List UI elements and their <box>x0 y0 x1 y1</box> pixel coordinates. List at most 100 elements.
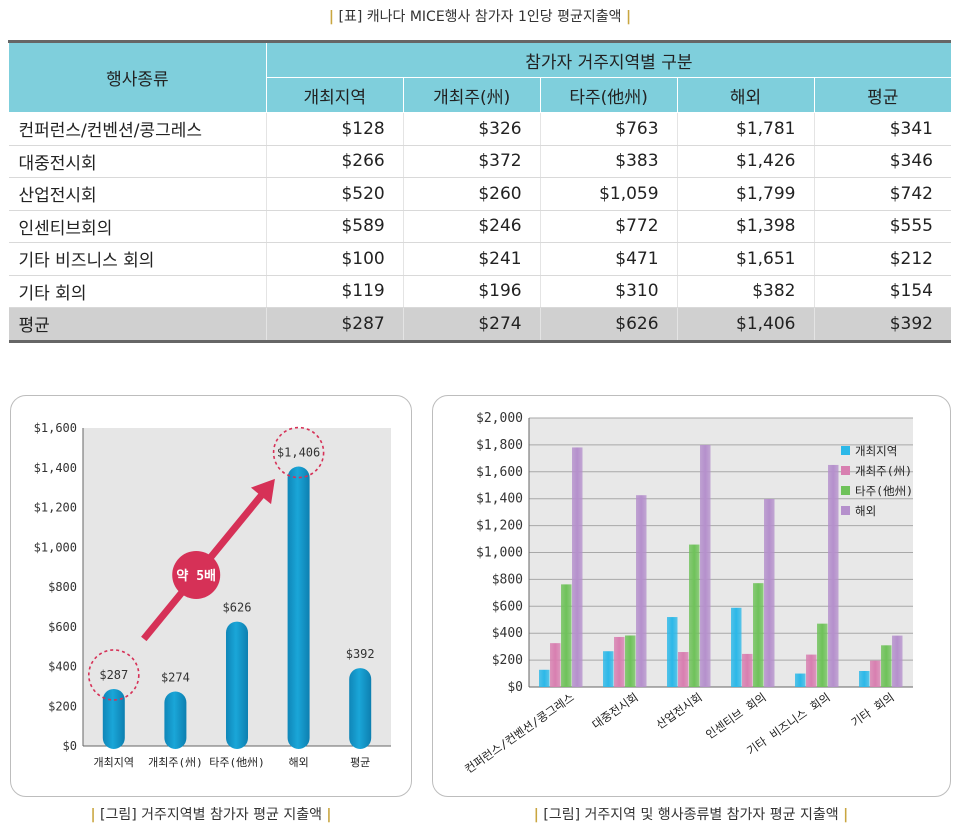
legend-label: 개최주(州) <box>855 464 912 478</box>
bar <box>731 607 742 687</box>
bar <box>164 691 187 749</box>
table-cell: $212 <box>813 242 951 276</box>
bar <box>817 623 828 687</box>
bar <box>859 670 870 687</box>
x-tick-label: 개최주(州) <box>148 756 203 769</box>
row-label: 컨퍼런스/컨벤션/콩그레스 <box>8 112 267 146</box>
table-cell: $196 <box>402 275 541 308</box>
table-cell: $1,398 <box>676 210 814 243</box>
table-cell: $772 <box>539 210 678 243</box>
table-cell: $119 <box>265 275 404 308</box>
table-row: 인센티브회의 $589 $246 $772 $1,398 $555 <box>8 210 951 243</box>
table-cell: $100 <box>265 242 404 276</box>
y-tick-label: $600 <box>492 599 523 614</box>
data-label: $626 <box>223 601 252 615</box>
figure2-caption: | [그림] 거주지역 및 행사종류별 참가자 평균 지출액 | <box>432 804 950 824</box>
table-row: 대중전시회 $266 $372 $383 $1,426 $346 <box>8 145 951 178</box>
bar <box>742 653 753 687</box>
column-header: 평균 <box>813 77 951 113</box>
data-label: $392 <box>346 647 375 661</box>
y-tick-label: $800 <box>492 572 523 587</box>
legend-swatch <box>841 506 850 515</box>
caption-bar-left: | <box>328 9 335 25</box>
bar <box>561 584 572 687</box>
bar <box>667 617 678 687</box>
table-cell: $372 <box>402 145 541 178</box>
table-cell: $763 <box>539 112 678 146</box>
highlight-circle <box>272 426 325 479</box>
caption-text: [그림] 거주지역 및 행사종류별 참가자 평균 지출액 <box>543 807 839 823</box>
table-cell: $742 <box>813 177 951 211</box>
y-tick-label: $2,000 <box>476 411 523 426</box>
table-row: 산업전시회 $520 $260 $1,059 $1,799 $742 <box>8 177 951 211</box>
x-tick-label: 산업전시회 <box>653 690 704 732</box>
row-label: 대중전시회 <box>8 145 267 178</box>
bar <box>764 498 775 687</box>
annotation-badge <box>172 550 221 599</box>
highlight-circle <box>88 649 140 701</box>
table-cell: $274 <box>402 307 541 343</box>
bar <box>678 652 689 687</box>
bar <box>795 673 806 687</box>
table-caption: | [표] 캐나다 MICE행사 참가자 1인당 평균지출액 | <box>0 6 960 26</box>
column-header: 해외 <box>676 77 814 113</box>
legend-label: 개최지역 <box>855 444 897 458</box>
y-tick-label: $1,200 <box>476 519 523 534</box>
table-group-header: 참가자 거주지역별 구분 <box>265 40 951 78</box>
table-cell: $392 <box>813 307 951 343</box>
legend-swatch <box>841 486 850 495</box>
trend-arrowhead <box>250 478 275 505</box>
bar <box>870 660 881 687</box>
legend-swatch <box>841 466 850 475</box>
bar <box>892 635 903 687</box>
data-label: $274 <box>161 671 190 685</box>
x-tick-label: 컨퍼런스/컨벤션/콩그레스 <box>462 690 577 776</box>
x-tick-label: 평균 <box>350 756 370 769</box>
y-tick-label: $400 <box>48 660 77 674</box>
caption-text: [그림] 거주지역별 참가자 평균 지출액 <box>100 807 322 823</box>
bar <box>614 636 625 687</box>
y-tick-label: $0 <box>507 680 523 695</box>
bar <box>226 621 248 749</box>
table-average-row: 평균 $287 $274 $626 $1,406 $392 <box>8 307 951 343</box>
chart-panel-by-region-and-event: $0 $200 $400 $600 $800 $1,000 $1,200 $1,400 $1,6… <box>432 395 951 797</box>
y-tick-label: $200 <box>48 699 77 713</box>
x-tick-label: 인센티브 회의 <box>703 690 769 742</box>
y-tick-label: $400 <box>492 626 523 641</box>
table-cell: $241 <box>402 242 541 276</box>
y-tick-label: $1,600 <box>476 465 523 480</box>
caption-bar-left: | <box>90 807 96 823</box>
bar <box>625 635 636 687</box>
x-tick-label: 대중전시회 <box>589 690 640 732</box>
bar <box>102 688 125 749</box>
column-header: 개최지역 <box>265 77 404 113</box>
bar <box>828 464 839 687</box>
row-label: 산업전시회 <box>8 177 267 211</box>
y-tick-label: $1,400 <box>34 461 77 475</box>
row-label: 인센티브회의 <box>8 210 267 243</box>
row-label: 기타 비즈니스 회의 <box>8 242 267 276</box>
table-cell: $310 <box>539 275 678 308</box>
table-cell: $1,799 <box>676 177 814 211</box>
data-label: $287 <box>99 668 128 682</box>
table-cell: $260 <box>402 177 541 211</box>
table-cell: $471 <box>539 242 678 276</box>
row-label: 기타 회의 <box>8 275 267 308</box>
table-cell: $1,059 <box>539 177 678 211</box>
table-cell: $555 <box>813 210 951 243</box>
legend-label: 타주(他州) <box>855 484 913 498</box>
row-label: 평균 <box>8 307 267 343</box>
column-header: 타주(他州) <box>539 77 678 113</box>
table-cell: $154 <box>813 275 951 308</box>
x-tick-label: 타주(他州) <box>209 756 265 769</box>
x-tick-label: 개최지역 <box>94 756 134 769</box>
y-tick-label: $1,000 <box>476 546 523 561</box>
bar-chart-by-region: $0 $200 $400 $600 $800 $1,000 $1,200 $1,400 $1,6… <box>34 421 391 769</box>
table-cell: $287 <box>265 307 404 343</box>
bar <box>806 654 817 687</box>
bar <box>287 466 310 749</box>
caption-bar-right: | <box>326 807 332 823</box>
table-row-header: 행사종류 <box>8 40 267 113</box>
table-cell: $326 <box>402 112 541 146</box>
y-tick-label: $600 <box>48 620 77 634</box>
